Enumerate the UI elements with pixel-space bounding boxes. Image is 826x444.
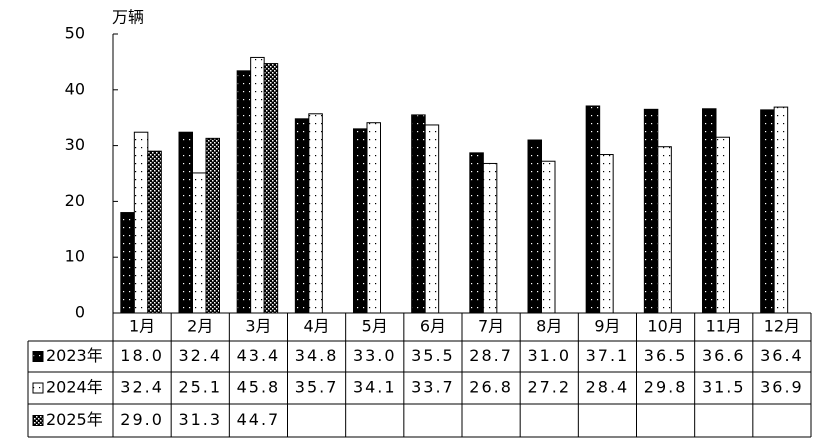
y-tick-label: 40 xyxy=(65,79,85,98)
x-tick-label: 3月 xyxy=(245,317,271,336)
bar xyxy=(133,131,149,314)
x-tick-label: 12月 xyxy=(764,317,800,336)
legend-label: 2025年 xyxy=(46,410,103,429)
y-axis-unit: 万辆 xyxy=(112,8,144,27)
bar xyxy=(236,70,252,314)
x-tick-label: 11月 xyxy=(706,317,742,336)
legend-swatch xyxy=(32,415,44,426)
bar xyxy=(250,56,265,314)
x-tick-label: 6月 xyxy=(420,317,446,336)
x-tick-label: 4月 xyxy=(303,317,329,336)
y-tick-label: 0 xyxy=(75,303,85,322)
table-value: 44.7 xyxy=(237,410,281,429)
x-tick-label: 1月 xyxy=(129,317,155,336)
table-value: 32.4 xyxy=(120,378,164,397)
table-value: 18.0 xyxy=(120,346,164,365)
bar xyxy=(760,109,775,314)
bar xyxy=(120,212,135,314)
bar xyxy=(585,105,601,314)
bar xyxy=(147,150,162,314)
bar xyxy=(366,122,381,314)
bar xyxy=(424,124,440,314)
table-value: 27.2 xyxy=(527,378,571,397)
table-value: 28.4 xyxy=(586,378,630,397)
table-value: 34.1 xyxy=(353,378,397,397)
x-tick-label: 8月 xyxy=(536,317,562,336)
bar xyxy=(599,154,614,314)
table-value: 31.5 xyxy=(702,378,746,397)
x-tick-label: 9月 xyxy=(594,317,620,336)
table-value: 37.1 xyxy=(586,346,630,365)
table-value: 31.3 xyxy=(178,410,222,429)
bar xyxy=(411,114,426,314)
table-value: 36.9 xyxy=(760,378,804,397)
x-tick-label: 5月 xyxy=(362,317,388,336)
legend-label: 2023年 xyxy=(46,346,103,365)
bar xyxy=(702,108,717,314)
bar xyxy=(192,172,207,314)
bar xyxy=(643,108,659,314)
table-value: 36.5 xyxy=(644,346,688,365)
bar xyxy=(657,146,672,314)
x-tick-label: 10月 xyxy=(647,317,683,336)
table-value: 45.8 xyxy=(237,378,281,397)
bar xyxy=(482,162,498,314)
table-value: 33.7 xyxy=(411,378,455,397)
table-value: 29.8 xyxy=(644,378,688,397)
bar xyxy=(178,131,193,314)
table-value: 32.4 xyxy=(178,346,222,365)
bar xyxy=(263,63,279,314)
bar xyxy=(353,128,368,314)
y-tick-label: 50 xyxy=(65,24,85,43)
bar xyxy=(773,106,789,314)
table-value: 28.7 xyxy=(469,346,513,365)
table-value: 33.0 xyxy=(353,346,397,365)
table-value: 34.8 xyxy=(295,346,339,365)
legend-swatch xyxy=(32,382,44,394)
bar xyxy=(308,113,323,314)
y-tick-label: 10 xyxy=(65,247,85,266)
table-value: 36.6 xyxy=(702,346,746,365)
table-value: 35.7 xyxy=(295,378,339,397)
bar xyxy=(527,139,542,314)
table-value: 35.5 xyxy=(411,346,455,365)
table-value: 26.8 xyxy=(469,378,513,397)
x-tick-label: 2月 xyxy=(187,317,213,336)
x-tick-label: 7月 xyxy=(478,317,504,336)
table-value: 36.4 xyxy=(760,346,804,365)
table-value: 29.0 xyxy=(120,410,164,429)
y-tick-label: 20 xyxy=(65,191,85,210)
table-value: 25.1 xyxy=(178,378,222,397)
bar xyxy=(469,152,484,314)
legend-swatch xyxy=(32,351,44,362)
bar xyxy=(294,118,310,314)
y-tick-label: 30 xyxy=(65,135,85,154)
table-value: 43.4 xyxy=(237,346,281,365)
bar xyxy=(715,136,730,314)
table-value: 31.0 xyxy=(527,346,571,365)
bar xyxy=(205,137,220,314)
legend-label: 2024年 xyxy=(46,378,103,397)
bar xyxy=(541,160,556,314)
